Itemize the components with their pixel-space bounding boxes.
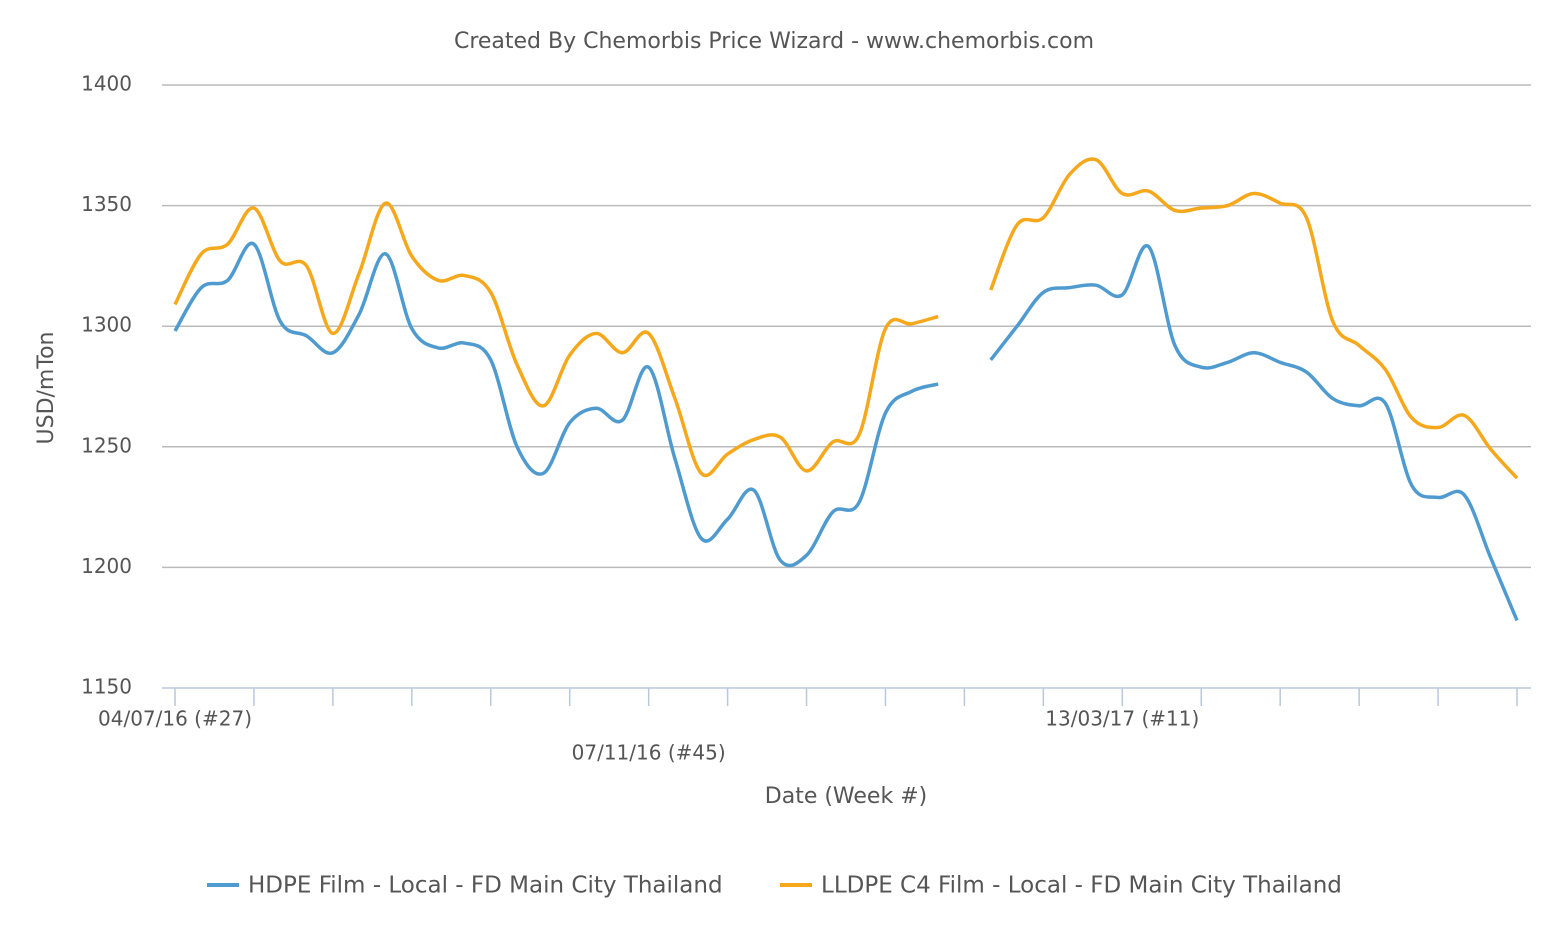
- y-tick-label: 1300: [81, 313, 132, 337]
- x-tick-label: 13/03/17 (#11): [1045, 707, 1199, 731]
- legend-label: HDPE Film - Local - FD Main City Thailan…: [248, 873, 723, 899]
- legend-label: LLDPE C4 Film - Local - FD Main City Tha…: [821, 873, 1342, 899]
- y-tick-label: 1250: [81, 433, 132, 457]
- x-tick-label: 07/11/16 (#45): [572, 741, 726, 765]
- series-line: [989, 244, 1519, 622]
- x-axis-title: Date (Week #): [765, 784, 927, 809]
- y-tick-label: 1400: [81, 72, 132, 96]
- series-line: [173, 201, 939, 478]
- y-tick-label: 1350: [81, 192, 132, 216]
- chart-title: Created By Chemorbis Price Wizard - www.…: [454, 29, 1094, 54]
- series-line: [173, 241, 939, 568]
- y-axis-title: USD/mTon: [34, 332, 59, 445]
- series-line: [989, 157, 1519, 480]
- y-tick-label: 1150: [81, 675, 132, 699]
- y-tick-label: 1200: [81, 554, 132, 578]
- x-tick-label: 04/07/16 (#27): [98, 707, 252, 731]
